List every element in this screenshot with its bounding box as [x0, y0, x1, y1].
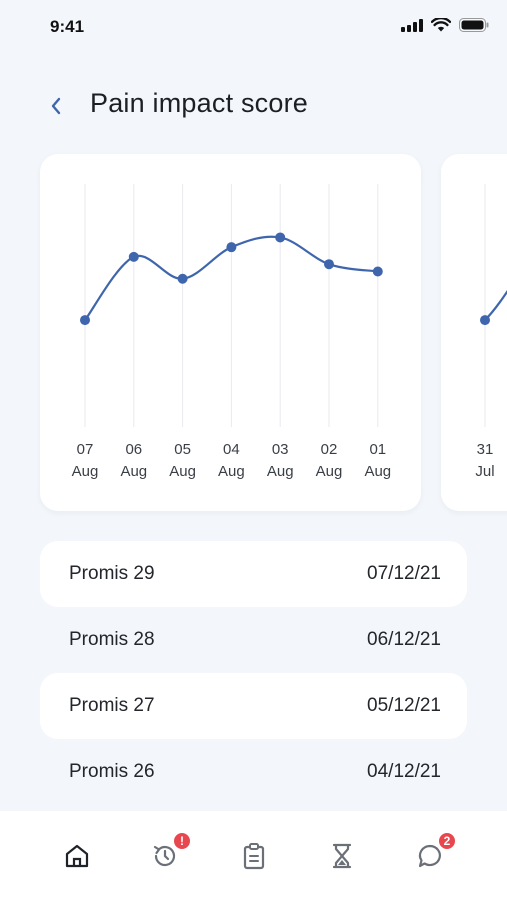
data-point	[226, 242, 237, 253]
x-tick-month: Aug	[218, 463, 245, 480]
messages-badge: 2	[437, 831, 457, 851]
pain-score-chart: 07 Aug 06 Aug 05 Aug 04 Aug 03 Aug 02 Aug 01 Aug	[72, 184, 391, 480]
nav-tasks[interactable]	[237, 839, 271, 873]
data-point	[480, 315, 490, 326]
x-tick-month: Aug	[364, 463, 391, 480]
x-tick-month: Aug	[267, 463, 294, 480]
list-item[interactable]: Promis 27 05/12/21	[40, 673, 467, 739]
data-point	[275, 232, 286, 243]
chat-icon	[418, 844, 441, 868]
x-tick-day: 03	[272, 441, 289, 458]
pain-score-chart-next: 31 Jul	[475, 184, 507, 480]
nav-history[interactable]: !	[148, 831, 192, 873]
status-icons	[401, 18, 489, 32]
list-item[interactable]: Promis 29 07/12/21	[40, 541, 467, 607]
bottom-nav: ! 2	[0, 811, 507, 900]
x-tick-day: 05	[174, 441, 191, 458]
list-item-date: 06/12/21	[367, 629, 441, 650]
x-tick-day: 02	[321, 441, 338, 458]
list-item-name: Promis 29	[69, 563, 155, 584]
x-tick-day: 01	[369, 441, 386, 458]
nav-messages[interactable]: 2	[413, 831, 457, 873]
list-item[interactable]: Promis 26 04/12/21	[40, 739, 467, 805]
chart-card[interactable]: 07 Aug 06 Aug 05 Aug 04 Aug 03 Aug 02 Aug 01 Aug	[40, 154, 421, 511]
x-tick-month: Aug	[316, 463, 343, 480]
back-button[interactable]	[42, 92, 70, 120]
status-bar: 9:41	[0, 0, 507, 56]
x-tick-day: 04	[223, 441, 240, 458]
page-header: Pain impact score	[0, 84, 507, 128]
data-point	[80, 315, 90, 326]
page-title: Pain impact score	[90, 88, 308, 118]
data-point	[177, 273, 188, 284]
x-tick-month: Aug	[72, 463, 99, 480]
chevron-left-icon	[51, 97, 61, 115]
list-item-name: Promis 28	[69, 629, 155, 650]
list-item-date: 05/12/21	[367, 695, 441, 716]
list-item-date: 04/12/21	[367, 761, 441, 782]
data-point	[372, 266, 383, 277]
x-tick-day: 31	[477, 441, 494, 458]
chart-card-next[interactable]: 31 Jul	[441, 154, 507, 511]
nav-waiting[interactable]	[325, 839, 359, 873]
nav-home[interactable]	[60, 839, 94, 873]
list-item[interactable]: Promis 28 06/12/21	[40, 607, 467, 673]
battery-icon	[459, 18, 489, 32]
x-tick-month: Jul	[475, 463, 494, 480]
x-tick-month: Aug	[120, 463, 147, 480]
series-line	[484, 290, 507, 321]
list-item-date: 07/12/21	[367, 563, 441, 584]
history-badge: !	[172, 831, 192, 851]
data-point	[128, 251, 139, 262]
clipboard-icon	[243, 843, 265, 870]
status-time: 9:41	[50, 17, 85, 36]
x-tick-day: 06	[125, 441, 142, 458]
history-icon	[153, 845, 176, 867]
wifi-icon	[431, 18, 451, 32]
x-tick-day: 07	[77, 441, 94, 458]
signal-icon	[401, 18, 423, 32]
data-point	[324, 259, 334, 270]
list-item-name: Promis 26	[69, 761, 155, 782]
hourglass-icon	[332, 843, 352, 869]
x-tick-month: Aug	[169, 463, 196, 480]
home-icon	[65, 844, 89, 868]
list-item-name: Promis 27	[69, 695, 155, 716]
